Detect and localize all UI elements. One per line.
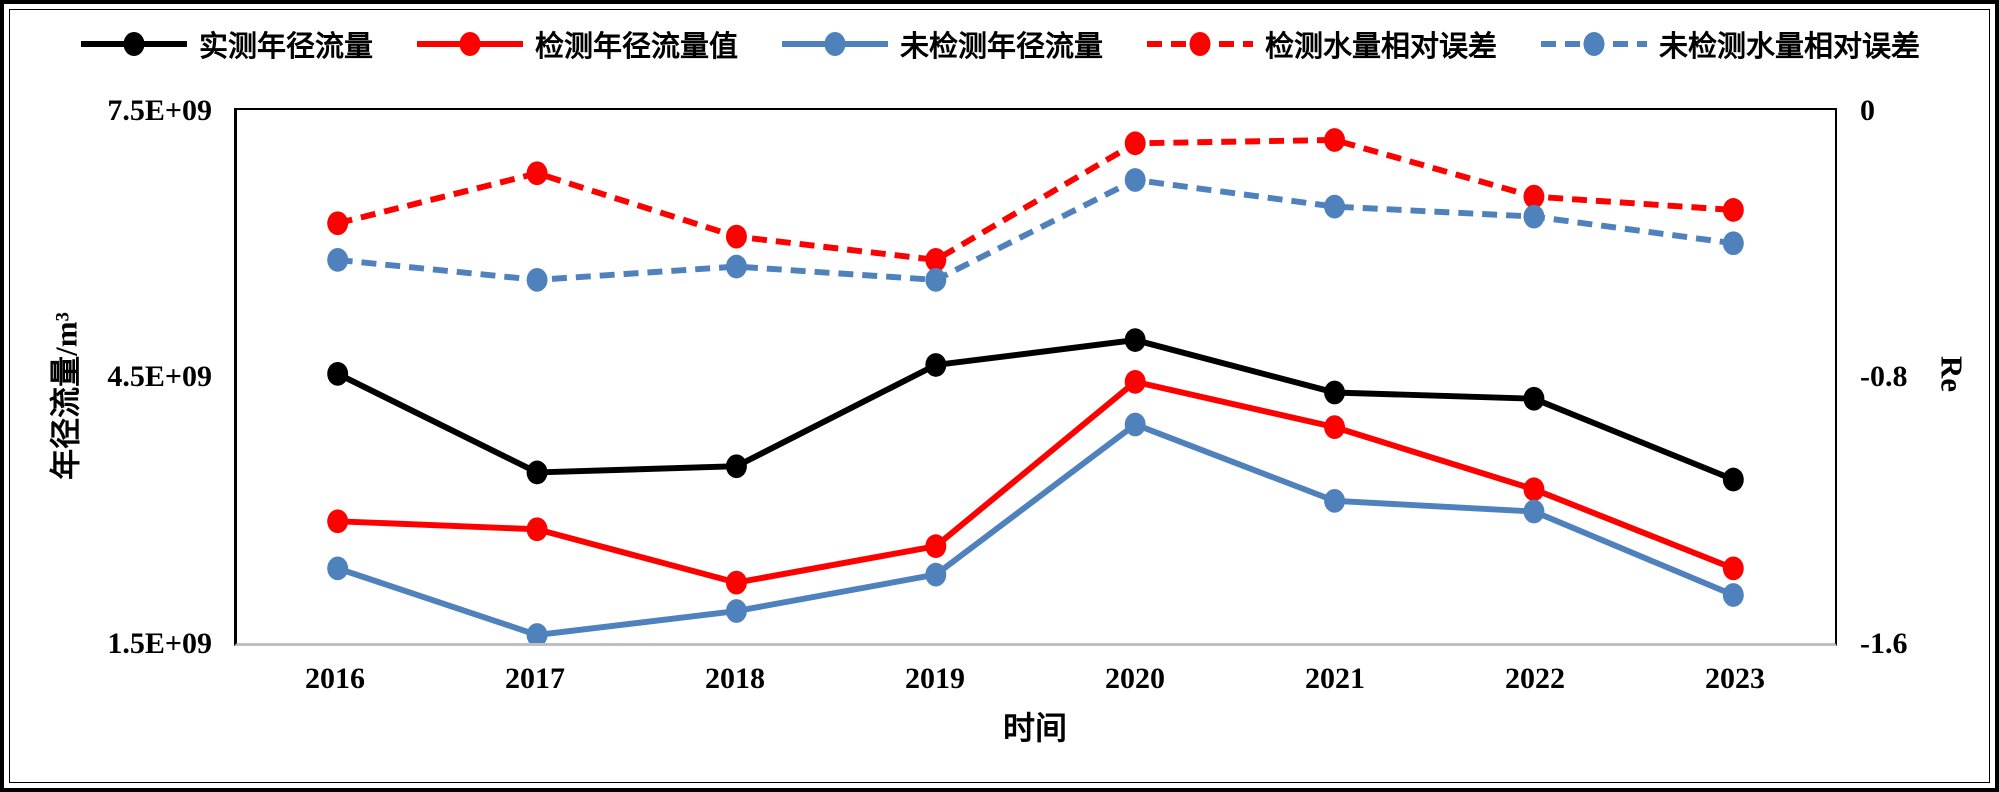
left-axis-tick: 7.5E+09 (107, 94, 212, 127)
data-point-marker (725, 454, 747, 479)
x-tick-label: 2022 (1505, 662, 1565, 695)
legend-item-1: 检测年径流量值 (415, 23, 738, 65)
legend-label: 实测年径流量 (198, 31, 373, 63)
chart-legend: 实测年径流量 检测年径流量值 未检测年径流量 检测水量相对误差 未检测水量相对误差 (4, 18, 1995, 70)
data-point-marker (327, 361, 349, 386)
right-axis-tick: -1.6 (1860, 627, 1908, 660)
legend-item-4: 未检测水量相对误差 (1539, 23, 1920, 65)
left-axis-tick: 4.5E+09 (107, 360, 212, 393)
data-point-marker (725, 254, 747, 279)
data-point-marker (526, 517, 548, 542)
data-point-marker (1722, 231, 1744, 256)
data-point-marker (1324, 415, 1346, 440)
data-point-marker (925, 268, 947, 292)
series-line-2 (336, 421, 1735, 639)
x-tick-label: 2019 (905, 662, 965, 695)
series-line-1 (337, 378, 1735, 586)
data-point-marker (925, 353, 947, 377)
data-point-marker (526, 268, 548, 292)
legend-swatch-icon (1147, 32, 1253, 56)
legend-label: 检测水量相对误差 (1265, 31, 1498, 63)
left-axis-tick: 1.5E+09 (107, 627, 212, 660)
series-line-3 (336, 137, 1734, 263)
legend-item-2: 未检测年径流量 (780, 23, 1103, 65)
right-axis-tick: -0.8 (1860, 360, 1908, 393)
x-axis-title: 时间 (1002, 710, 1068, 746)
data-point-marker (1324, 380, 1346, 405)
legend-swatch-icon (781, 32, 888, 56)
legend-label: 未检测水量相对误差 (1659, 31, 1921, 63)
data-point-marker (1523, 499, 1545, 524)
data-point-marker (327, 248, 349, 272)
x-tick-label: 2023 (1705, 662, 1765, 695)
legend-label: 未检测年径流量 (899, 31, 1103, 63)
data-point-marker (1124, 369, 1146, 394)
data-point-marker (925, 248, 947, 272)
data-point-marker (1523, 204, 1545, 229)
x-tick-label: 2016 (305, 662, 365, 695)
legend-label: 检测年径流量值 (534, 31, 738, 63)
right-axis-title: Re (1934, 355, 1970, 393)
legend-swatch-icon (1541, 32, 1648, 56)
data-point-marker (925, 534, 947, 559)
data-point-marker (1722, 198, 1744, 222)
data-point-marker (1523, 184, 1545, 209)
left-axis-title: 年径流量/m³ (48, 312, 84, 480)
legend-item-0: 实测年径流量 (79, 23, 373, 65)
data-point-marker (1324, 128, 1346, 152)
data-point-marker (1124, 328, 1146, 352)
data-point-marker (1124, 131, 1146, 156)
data-point-marker (1324, 194, 1346, 219)
legend-item-3: 检测水量相对误差 (1145, 23, 1497, 65)
data-point-marker (725, 570, 747, 595)
data-point-marker (327, 509, 349, 534)
data-point-marker (1523, 477, 1545, 502)
data-point-marker (1722, 467, 1744, 492)
data-point-marker (1722, 583, 1744, 607)
series-line-0 (336, 337, 1735, 483)
data-point-marker (526, 161, 548, 186)
data-point-marker (327, 211, 349, 236)
plot-area (234, 108, 1837, 646)
x-tick-label: 2018 (705, 662, 765, 695)
data-point-marker (1124, 168, 1146, 192)
x-tick-label: 2021 (1305, 662, 1365, 695)
legend-swatch-icon (80, 32, 187, 56)
data-point-marker (725, 599, 747, 623)
data-point-marker (1324, 488, 1346, 513)
plot-series-canvas (327, 128, 1744, 643)
data-point-marker (526, 623, 548, 643)
x-tick-label: 2017 (505, 662, 565, 695)
data-point-marker (1523, 386, 1545, 411)
legend-swatch-icon (416, 32, 523, 56)
x-tick-label: 2020 (1105, 662, 1165, 695)
data-point-marker (526, 460, 548, 485)
data-point-marker (327, 556, 349, 581)
data-point-marker (925, 562, 947, 587)
data-point-marker (1722, 556, 1744, 581)
right-axis-tick: 0 (1860, 94, 1875, 127)
data-point-marker (1124, 412, 1146, 437)
data-point-marker (725, 224, 747, 249)
